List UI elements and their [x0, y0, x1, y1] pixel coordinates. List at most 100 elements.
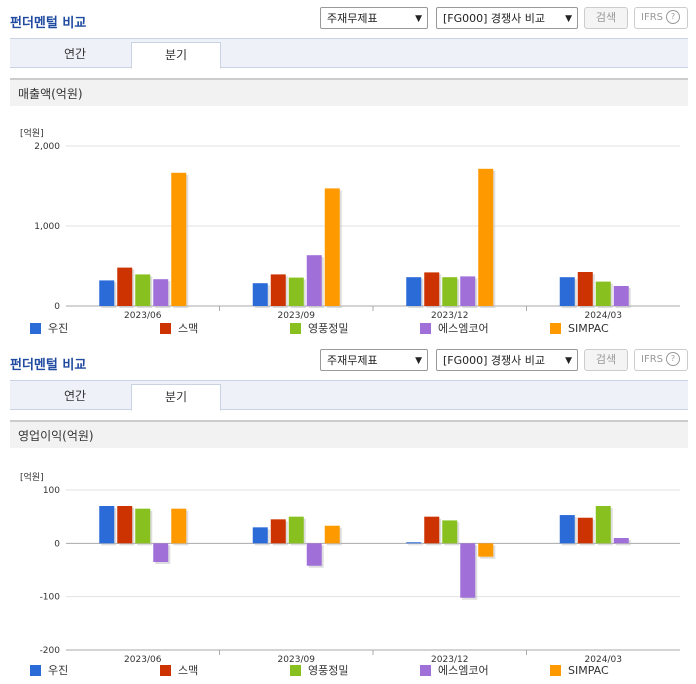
unit-label: [억원] [20, 471, 44, 483]
x-tick-label: 2023/12 [431, 311, 468, 321]
peer-select[interactable]: [FG000] 경쟁사 비교 ▼ [436, 7, 578, 29]
peer-select[interactable]: [FG000] 경쟁사 비교 ▼ [436, 349, 578, 371]
bar-우진 [559, 515, 575, 544]
bar-에스엠코어 [306, 543, 322, 566]
bar-스맥 [270, 519, 286, 544]
legend-label: 에스엠코어 [438, 664, 489, 677]
bar-우진 [99, 506, 115, 544]
search-button[interactable]: 검색 [584, 7, 628, 29]
x-tick-label: 2024/03 [585, 655, 622, 665]
panel-toolbar: 펀더멘털 비교 주재무제표 ▼ [FG000] 경쟁사 비교 ▼ 검색 IFRS? [0, 342, 696, 380]
statement-select-value: 주재무제표 [327, 354, 378, 367]
chevron-down-icon: ▼ [415, 14, 422, 24]
legend-label: 우진 [48, 322, 68, 335]
bar-우진 [406, 542, 422, 544]
bar-우진 [559, 277, 575, 306]
tab-annual[interactable]: 연간 [63, 47, 87, 61]
ifrs-label: IFRS [641, 354, 663, 365]
bar-우진 [252, 283, 268, 306]
bar-에스엠코어 [460, 543, 476, 598]
chart-title: 영업이익(억원) [10, 420, 688, 448]
bar-영풍정밀 [442, 277, 458, 306]
panel-revenue: 펀더멘털 비교 주재무제표 ▼ [FG000] 경쟁사 비교 ▼ 검색 IFRS? … [0, 0, 696, 335]
chevron-down-icon: ▼ [565, 14, 572, 24]
bar-스맥 [270, 274, 286, 306]
legend-swatch [160, 665, 171, 676]
chevron-down-icon: ▼ [415, 356, 422, 366]
chart-title: 매출액(억원) [10, 78, 688, 106]
bar-SIMPAC [171, 508, 187, 544]
x-tick-label: 2024/03 [585, 311, 622, 321]
y-tick-label: 2,000 [34, 142, 60, 152]
statement-select[interactable]: 주재무제표 ▼ [320, 7, 428, 29]
legend-label: 스맥 [178, 322, 198, 335]
ifrs-info[interactable]: IFRS? [634, 349, 688, 371]
legend-label: 영풍정밀 [308, 322, 348, 335]
bar-에스엠코어 [306, 255, 322, 306]
peer-select-value: [FG000] 경쟁사 비교 [443, 354, 546, 367]
bar-영풍정밀 [288, 516, 304, 544]
period-tabs: 연간 분기 [10, 38, 688, 69]
bar-에스엠코어 [613, 538, 629, 544]
bar-우진 [406, 277, 422, 306]
ifrs-info[interactable]: IFRS? [634, 7, 688, 29]
bar-영풍정밀 [288, 277, 304, 306]
tab-annual[interactable]: 연간 [63, 389, 87, 403]
operating-profit-chart: [억원] -200 -100 0 100 2023/06 2023/09 2023/12 202… [20, 471, 680, 677]
legend-swatch [550, 323, 561, 334]
bar-스맥 [577, 517, 593, 544]
x-tick-label: 2023/09 [278, 655, 316, 665]
bar-에스엠코어 [460, 276, 476, 306]
bar-에스엠코어 [153, 543, 169, 562]
y-tick-label: 0 [54, 539, 60, 549]
revenue-chart: [억원] 0 1,000 2,000 2023/06 2023/09 2023/12 2024… [20, 127, 680, 335]
panel-title: 펀더멘털 비교 [10, 16, 87, 31]
statement-select[interactable]: 주재무제표 ▼ [320, 349, 428, 371]
bar-스맥 [577, 272, 593, 306]
y-tick-label: -200 [40, 646, 61, 656]
tab-quarter[interactable]: 분기 [131, 384, 221, 411]
y-tick-label: -100 [40, 593, 61, 603]
bar-영풍정밀 [595, 506, 611, 544]
y-tick-label: 100 [43, 486, 60, 496]
panel-operating-profit: 펀더멘털 비교 주재무제표 ▼ [FG000] 경쟁사 비교 ▼ 검색 IFRS? … [0, 342, 696, 684]
legend-swatch [30, 323, 41, 334]
x-tick-label: 2023/12 [431, 655, 468, 665]
search-button[interactable]: 검색 [584, 349, 628, 371]
bar-스맥 [424, 516, 440, 544]
legend-swatch [550, 665, 561, 676]
bar-에스엠코어 [153, 279, 169, 306]
tab-quarter[interactable]: 분기 [131, 42, 221, 69]
period-tabs: 연간 분기 [10, 380, 688, 411]
legend-swatch [420, 323, 431, 334]
legend-swatch [160, 323, 171, 334]
bar-영풍정밀 [135, 274, 151, 306]
statement-select-value: 주재무제표 [327, 12, 378, 25]
legend-label: 스맥 [178, 664, 198, 677]
bar-우진 [99, 280, 115, 306]
bar-shadow [408, 544, 424, 546]
legend-label: 영풍정밀 [308, 664, 348, 677]
bar-SIMPAC [478, 168, 494, 306]
peer-select-value: [FG000] 경쟁사 비교 [443, 12, 546, 25]
legend-swatch [290, 323, 301, 334]
bar-에스엠코어 [613, 286, 629, 306]
chevron-down-icon: ▼ [565, 356, 572, 366]
help-icon: ? [666, 352, 680, 366]
panel-title: 펀더멘털 비교 [10, 358, 87, 373]
panel-toolbar: 펀더멘털 비교 주재무제표 ▼ [FG000] 경쟁사 비교 ▼ 검색 IFRS? [0, 0, 696, 38]
help-icon: ? [666, 10, 680, 24]
legend-label: 우진 [48, 664, 68, 677]
y-tick-label: 0 [54, 302, 60, 312]
y-tick-label: 1,000 [34, 222, 60, 232]
bar-스맥 [117, 267, 133, 306]
legend-label: SIMPAC [568, 322, 609, 335]
legend-swatch [290, 665, 301, 676]
bar-우진 [252, 527, 268, 544]
legend-swatch [420, 665, 431, 676]
bar-SIMPAC [171, 172, 187, 306]
bar-SIMPAC [324, 188, 340, 306]
legend-label: 에스엠코어 [438, 322, 489, 335]
x-tick-label: 2023/09 [278, 311, 316, 321]
legend-swatch [30, 665, 41, 676]
